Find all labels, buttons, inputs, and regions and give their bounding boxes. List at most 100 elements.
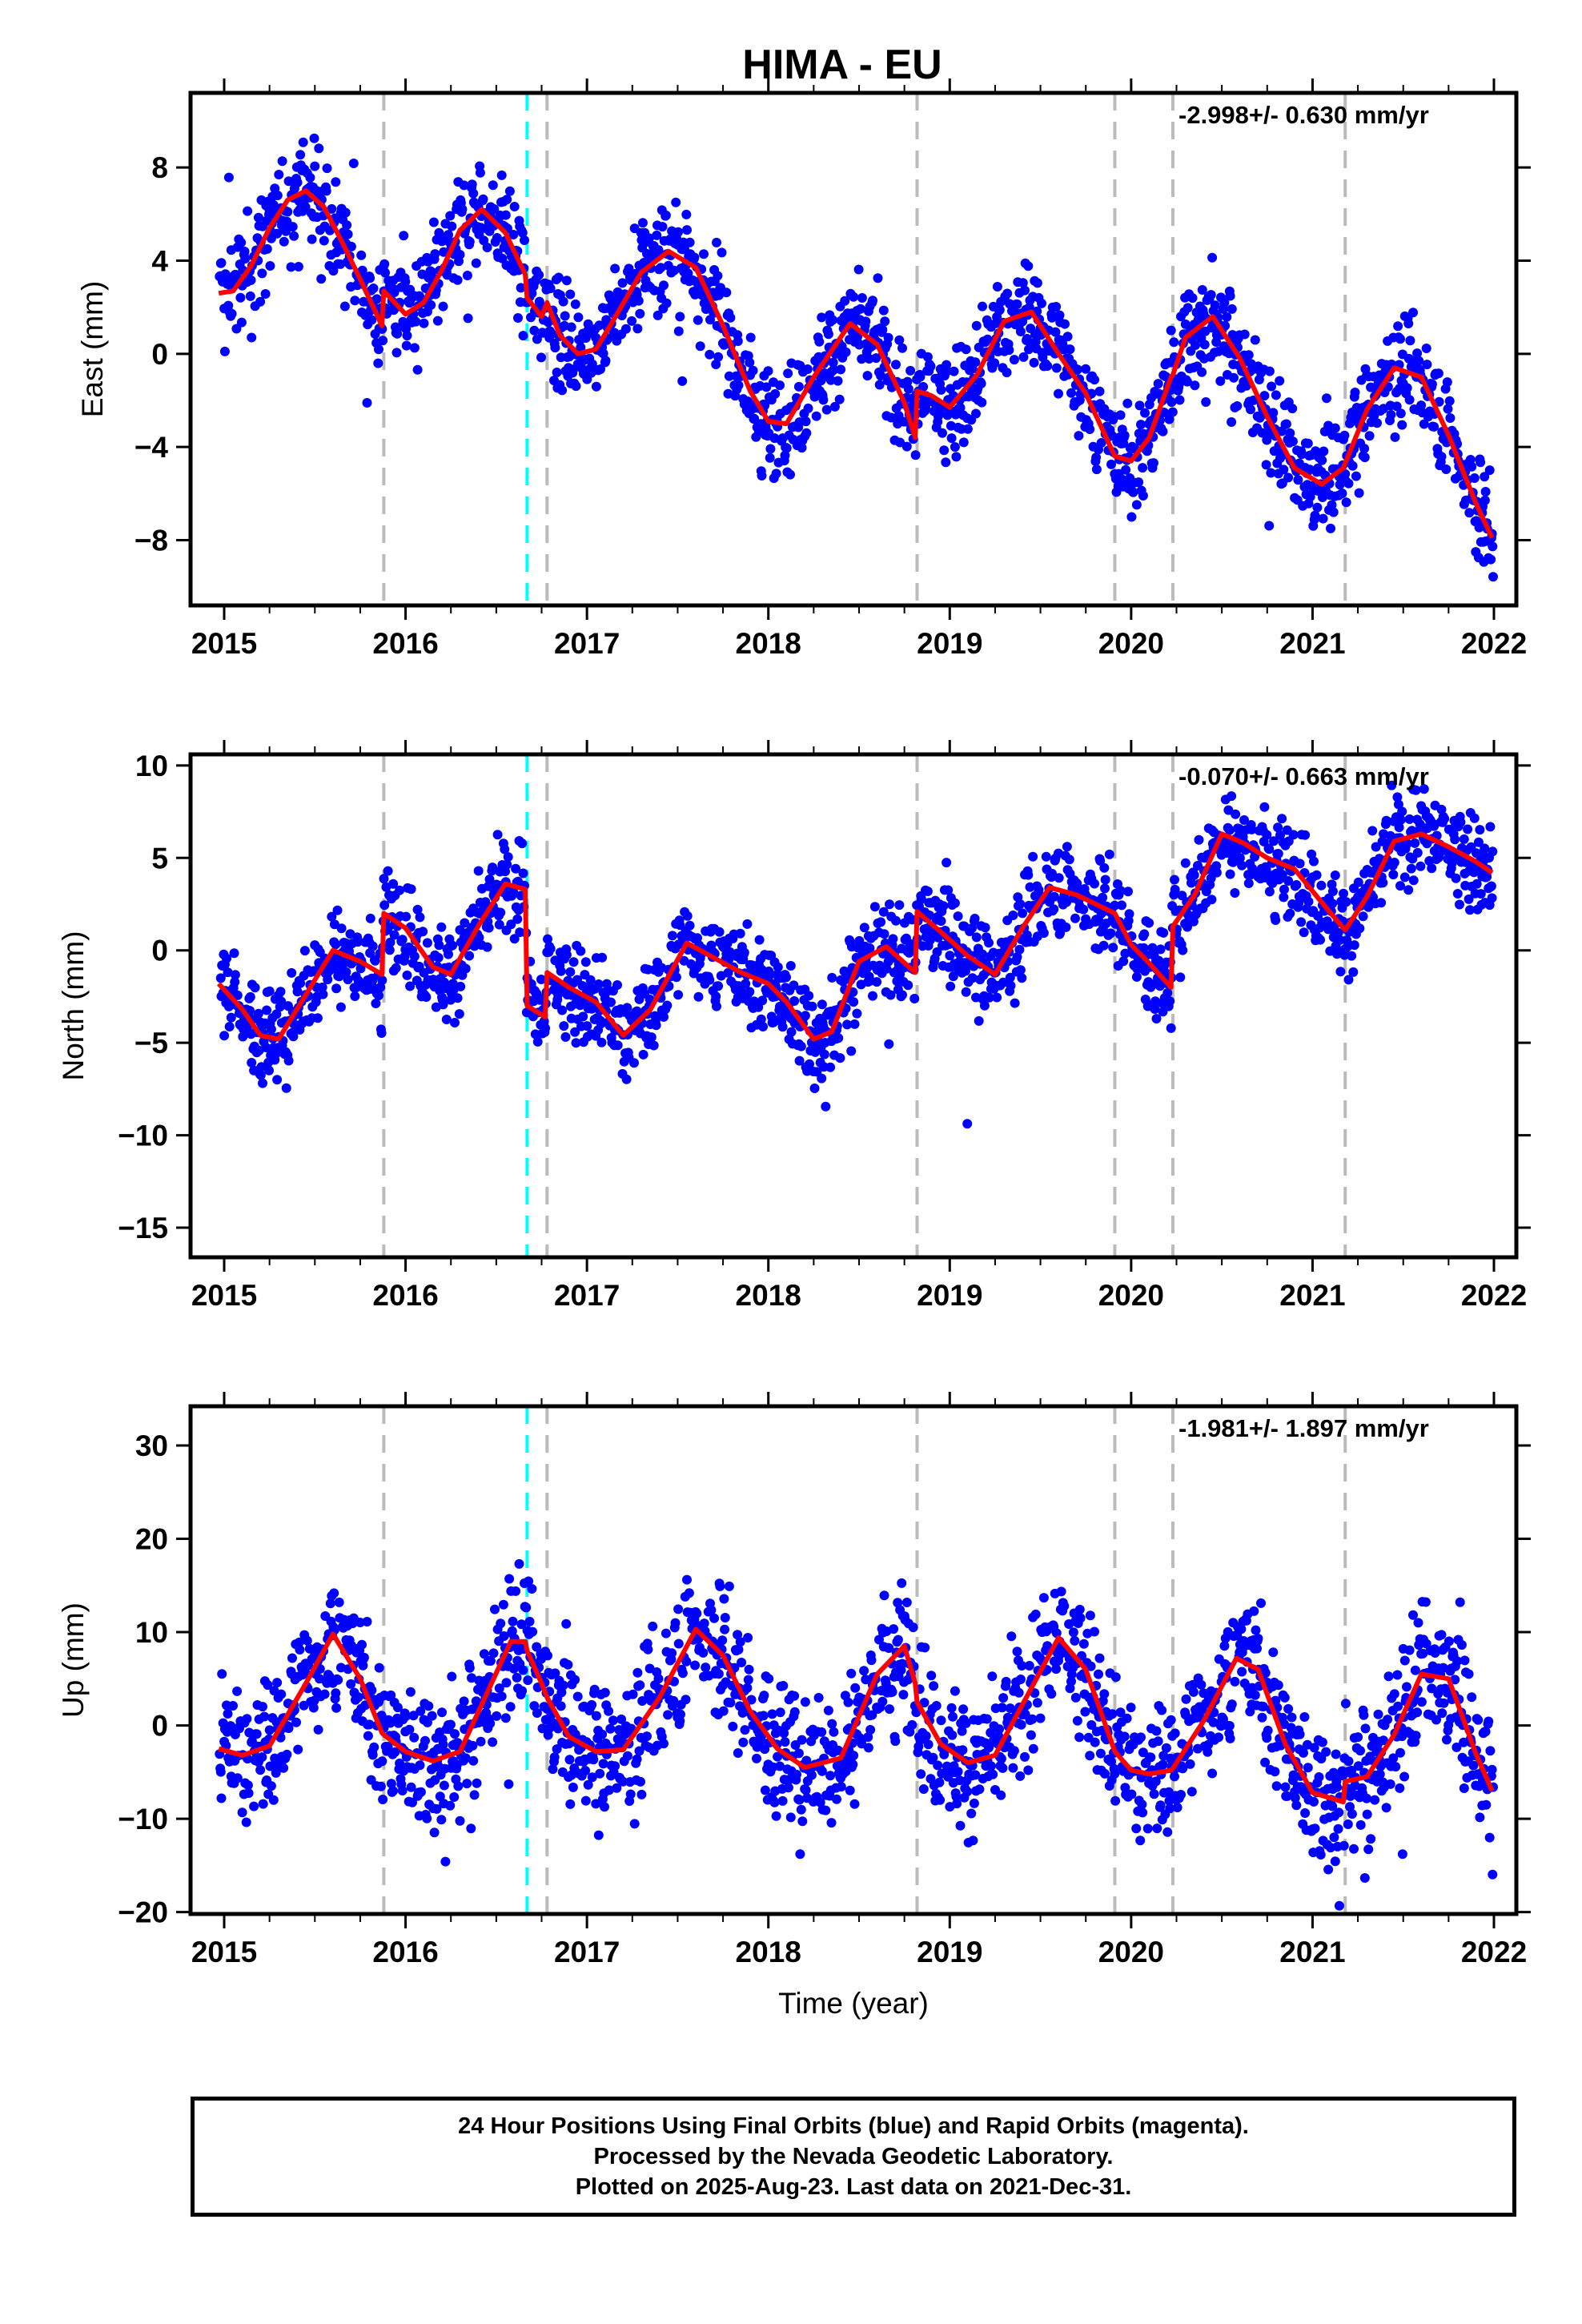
observation-point <box>571 1038 581 1048</box>
observation-point <box>861 316 871 327</box>
observation-point <box>283 1723 294 1733</box>
observation-point <box>543 934 552 944</box>
observation-point <box>1225 291 1235 301</box>
observation-point <box>1126 512 1137 522</box>
observation-point <box>378 1795 388 1804</box>
observation-point <box>821 1101 831 1112</box>
observation-point <box>1279 464 1289 475</box>
observation-point <box>292 177 303 187</box>
observation-point <box>1349 940 1359 951</box>
observation-point <box>503 852 513 862</box>
x-tick-label: 2022 <box>1461 1279 1527 1312</box>
observation-point <box>1330 870 1340 880</box>
observation-point <box>1408 308 1418 318</box>
observation-point <box>422 938 432 948</box>
observation-point <box>759 1691 769 1701</box>
observation-point <box>224 1022 235 1031</box>
observation-point <box>1288 830 1299 840</box>
observation-point <box>698 1647 709 1658</box>
x-tick-label: 2016 <box>372 1279 438 1312</box>
observation-point <box>215 973 226 983</box>
observation-point <box>247 1058 257 1068</box>
observation-point <box>492 830 503 840</box>
observation-point <box>859 1666 869 1676</box>
observation-point <box>1098 892 1108 903</box>
observation-point <box>412 364 423 375</box>
observation-point <box>976 379 986 388</box>
observation-point <box>1450 834 1460 845</box>
observation-point <box>785 1812 796 1823</box>
observation-point <box>532 1708 542 1718</box>
observation-point <box>374 991 383 1001</box>
observation-point <box>939 445 950 456</box>
observation-point <box>1060 319 1070 329</box>
rate-annotation: -2.998+/- 0.630 mm/yr <box>1178 101 1429 129</box>
observation-point <box>433 952 444 963</box>
observation-point <box>922 352 933 362</box>
observation-point <box>363 1731 373 1741</box>
observation-point <box>805 1059 814 1069</box>
observation-point <box>343 975 353 985</box>
observation-point <box>1287 436 1298 447</box>
observation-point <box>735 1637 745 1647</box>
observation-point <box>217 1669 227 1679</box>
observation-point <box>543 1730 553 1740</box>
observation-point <box>817 1766 827 1776</box>
observation-point <box>1090 375 1099 385</box>
observation-point <box>1414 356 1424 366</box>
observation-point <box>713 352 724 362</box>
observation-point <box>255 296 266 307</box>
observation-point <box>508 887 519 897</box>
observation-point <box>1427 863 1437 874</box>
observation-point <box>1131 971 1142 982</box>
observation-point <box>970 914 980 923</box>
observation-point <box>258 1799 268 1809</box>
observation-point <box>958 1704 969 1715</box>
observation-point <box>593 979 604 989</box>
observation-point <box>948 1711 958 1722</box>
observation-point <box>1312 502 1323 513</box>
observation-point <box>982 1714 992 1724</box>
observation-point <box>251 1729 262 1739</box>
observation-point <box>1012 299 1022 309</box>
observation-point <box>1008 1763 1018 1773</box>
observation-point <box>455 925 465 935</box>
observation-point <box>682 1574 692 1585</box>
observation-point <box>229 948 239 959</box>
observation-point <box>428 217 439 227</box>
observation-point <box>604 1706 614 1716</box>
observation-point <box>885 899 894 910</box>
observation-point <box>482 243 492 252</box>
observation-point <box>789 980 799 991</box>
observation-point <box>359 1652 369 1663</box>
observation-point <box>971 932 982 943</box>
observation-point <box>733 1630 743 1640</box>
observation-point <box>1322 393 1331 404</box>
observation-point <box>721 287 732 298</box>
observation-point <box>409 1732 420 1743</box>
observation-point <box>879 929 889 939</box>
x-tick-label: 2018 <box>736 627 801 660</box>
observation-point <box>1327 887 1338 896</box>
observation-point <box>829 364 839 375</box>
observation-point <box>1445 413 1456 423</box>
observation-point <box>406 884 416 895</box>
observation-point <box>219 346 230 356</box>
observation-point <box>376 1028 387 1038</box>
observation-point <box>1140 408 1150 418</box>
observation-point <box>600 356 611 366</box>
observation-point <box>889 1624 899 1634</box>
observation-point <box>813 1693 824 1703</box>
observation-point <box>793 381 804 392</box>
observation-point <box>714 927 725 937</box>
observation-point <box>872 977 882 987</box>
observation-point <box>701 1663 711 1673</box>
observation-point <box>670 1618 681 1628</box>
observation-point <box>355 1618 365 1627</box>
observation-point <box>1337 489 1347 498</box>
observation-point <box>1032 278 1042 288</box>
observation-point <box>255 1070 266 1080</box>
observation-point <box>374 1663 384 1673</box>
observation-point <box>1328 507 1339 517</box>
